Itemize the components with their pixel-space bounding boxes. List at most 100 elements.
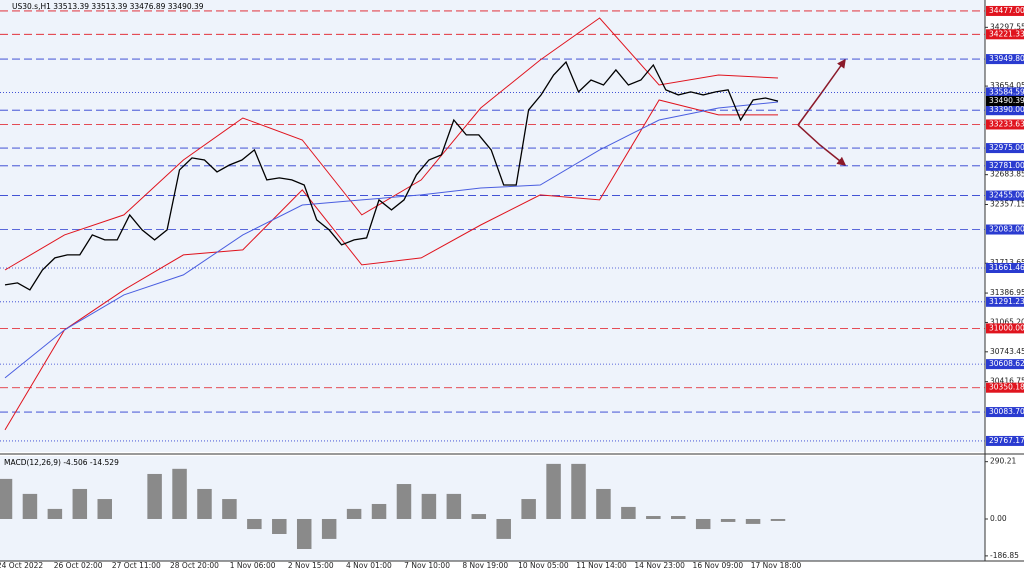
macd-bar bbox=[720, 518, 736, 522]
macd-bar bbox=[197, 488, 212, 519]
level-label-box bbox=[986, 5, 1024, 16]
macd-bar bbox=[222, 499, 237, 519]
macd-bar bbox=[745, 518, 761, 524]
macd-bar bbox=[371, 503, 387, 519]
y-tick-label: 30743.45 bbox=[990, 347, 1024, 356]
current-price-box bbox=[986, 96, 1024, 107]
x-tick-label: 11 Nov 14:00 bbox=[576, 561, 627, 570]
x-tick-label: 24 Oct 2022 bbox=[0, 561, 43, 570]
level-label: 30608.62 bbox=[989, 359, 1024, 368]
forecast-arrow-up bbox=[797, 58, 846, 126]
level-label: 31291.23 bbox=[989, 297, 1024, 306]
level-label-box bbox=[986, 359, 1024, 370]
macd-bar bbox=[346, 508, 362, 519]
macd-bar bbox=[695, 518, 711, 530]
macd-bar bbox=[0, 478, 13, 519]
x-tick-label: 27 Oct 11:00 bbox=[112, 561, 161, 570]
y-tick-label: 31386.95 bbox=[990, 288, 1024, 297]
level-label-box bbox=[986, 224, 1024, 235]
level-label-box bbox=[986, 29, 1024, 40]
level-label-box bbox=[986, 143, 1024, 154]
level-label: 32781.00 bbox=[989, 161, 1024, 170]
macd-bar bbox=[571, 463, 586, 519]
macd-bar bbox=[596, 488, 611, 519]
level-label-box bbox=[986, 119, 1024, 130]
macd-bar bbox=[521, 499, 536, 519]
macd-title: MACD(12,26,9) -4.506 -14.529 bbox=[4, 458, 119, 467]
macd-bar bbox=[770, 518, 786, 521]
y-tick-label: 32683.85 bbox=[990, 170, 1024, 179]
level-label-box bbox=[986, 407, 1024, 418]
macd-bar bbox=[147, 473, 162, 519]
level-label: 33584.59 bbox=[989, 87, 1024, 96]
level-label: 32455.00 bbox=[989, 191, 1024, 200]
macd-bar bbox=[72, 488, 88, 519]
x-tick-label: 16 Nov 09:00 bbox=[693, 561, 744, 570]
price-panel bbox=[0, 0, 985, 452]
level-label: 34221.33 bbox=[989, 29, 1024, 38]
macd-bar bbox=[396, 484, 412, 519]
macd-bar bbox=[22, 493, 38, 519]
level-label-box bbox=[986, 263, 1024, 274]
x-tick-label: 10 Nov 05:00 bbox=[518, 561, 569, 570]
level-label: 34477.00 bbox=[989, 6, 1024, 15]
x-tick-label: 7 Nov 10:00 bbox=[404, 561, 450, 570]
y-tick-label: 290.21 bbox=[990, 457, 1016, 466]
y-tick-label: 31065.20 bbox=[990, 317, 1024, 326]
y-tick-label: 31713.65 bbox=[990, 258, 1024, 267]
current-price-label: 33490.39 bbox=[989, 96, 1024, 105]
macd-bar bbox=[172, 468, 187, 519]
level-label: 30350.18 bbox=[989, 383, 1024, 392]
series-line bbox=[4, 99, 778, 431]
y-tick-label: -186.85 bbox=[990, 551, 1019, 560]
x-tick-label: 26 Oct 02:00 bbox=[54, 561, 103, 570]
x-tick-label: 1 Nov 06:00 bbox=[230, 561, 276, 570]
level-label-box bbox=[986, 296, 1024, 307]
y-tick-label: 34297.55 bbox=[990, 22, 1024, 31]
series-line bbox=[4, 101, 779, 379]
x-tick-label: 28 Oct 20:00 bbox=[170, 561, 219, 570]
x-tick-label: 8 Nov 19:00 bbox=[462, 561, 508, 570]
macd-bar bbox=[272, 518, 287, 534]
level-label: 32975.00 bbox=[989, 143, 1024, 152]
forecast-arrow-down bbox=[797, 124, 847, 166]
level-label-box bbox=[986, 382, 1024, 393]
level-label: 31000.00 bbox=[989, 323, 1024, 332]
macd-bar bbox=[421, 493, 437, 519]
macd-bar bbox=[471, 514, 487, 519]
macd-bar bbox=[296, 518, 312, 550]
level-label: 30083.70 bbox=[989, 407, 1024, 416]
level-label: 33949.80 bbox=[989, 54, 1024, 63]
level-label: 29767.17 bbox=[989, 436, 1024, 445]
macd-bar bbox=[247, 518, 262, 530]
level-label: 31661.46 bbox=[989, 263, 1024, 272]
level-label-box bbox=[986, 160, 1024, 171]
y-tick-label: 32357.15 bbox=[990, 199, 1024, 208]
level-label: 33390.00 bbox=[989, 105, 1024, 114]
level-label-box bbox=[986, 435, 1024, 446]
macd-bar bbox=[621, 506, 636, 519]
y-tick-label: 0.00 bbox=[990, 514, 1007, 523]
macd-bar bbox=[321, 518, 337, 539]
x-tick-label: 14 Nov 23:00 bbox=[634, 561, 685, 570]
level-label-box bbox=[986, 54, 1024, 65]
macd-bar bbox=[97, 499, 112, 519]
macd-panel bbox=[0, 456, 985, 561]
macd-bar bbox=[546, 463, 561, 519]
chart-title: US30.s,H1 33513.39 33513.39 33476.89 334… bbox=[12, 2, 204, 11]
level-label: 32083.00 bbox=[989, 225, 1024, 234]
macd-bar bbox=[446, 493, 462, 519]
macd-bar bbox=[496, 518, 511, 539]
level-label-box bbox=[986, 105, 1024, 116]
x-tick-label: 4 Nov 01:00 bbox=[346, 561, 392, 570]
y-tick-label: 33654.05 bbox=[990, 81, 1024, 90]
x-tick-label: 2 Nov 15:00 bbox=[288, 561, 334, 570]
macd-bar bbox=[671, 516, 686, 519]
level-label-box bbox=[986, 190, 1024, 201]
level-label-box bbox=[986, 323, 1024, 334]
level-label-box bbox=[986, 87, 1024, 98]
x-tick-label: 17 Nov 18:00 bbox=[751, 561, 802, 570]
y-tick-label: 30416.75 bbox=[990, 377, 1024, 386]
